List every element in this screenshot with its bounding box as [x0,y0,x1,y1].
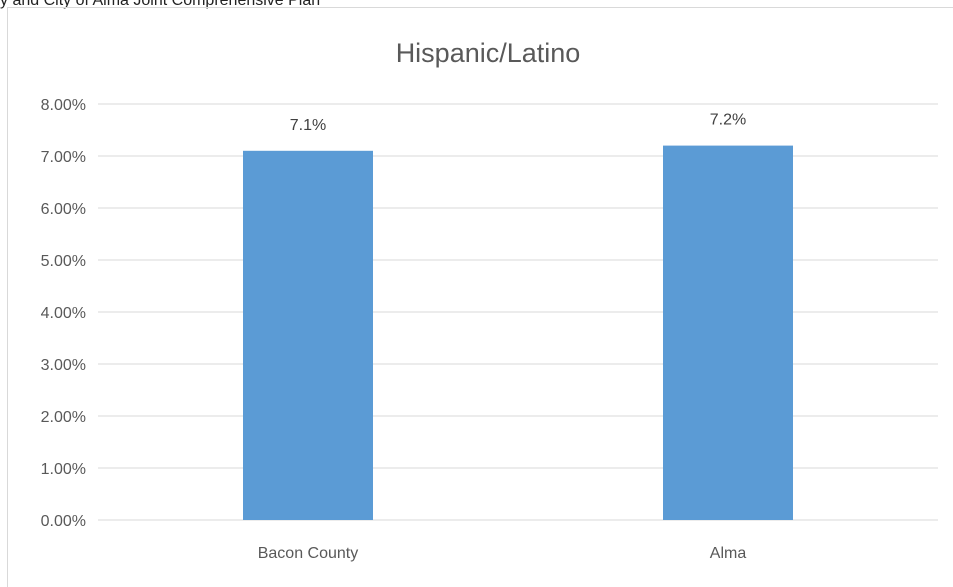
y-tick-label: 4.00% [41,305,86,322]
bars [243,145,793,521]
data-label: 7.2% [710,112,746,129]
chart-title: Hispanic/Latino [396,38,581,68]
y-tick-label: 0.00% [41,513,86,530]
gridlines [98,103,938,521]
x-category-label: Bacon County [258,545,359,562]
chart-frame [7,7,953,587]
y-tick-label: 3.00% [41,357,86,374]
x-category-label: Alma [710,545,747,562]
x-axis-categories: Bacon County Alma [258,545,747,562]
y-tick-label: 2.00% [41,409,86,426]
bar-chart: Hispanic/Latino 0.00% 1.00% 2.00% 3.00% 4.00… [41,38,938,562]
y-axis-ticks: 0.00% 1.00% 2.00% 3.00% 4.00% 5.00% 6.00% 7.00%… [41,97,86,530]
y-tick-label: 7.00% [41,149,86,166]
bar-bacon-county [243,150,373,521]
y-tick-label: 5.00% [41,253,86,270]
data-labels: 7.1% 7.2% [290,112,746,134]
data-label: 7.1% [290,117,326,134]
y-tick-label: 6.00% [41,201,86,218]
y-tick-label: 1.00% [41,461,86,478]
bar-alma [663,145,793,520]
y-tick-label: 8.00% [41,97,86,114]
document-header: y and City of Alma Joint Comprehensive P… [0,0,321,9]
